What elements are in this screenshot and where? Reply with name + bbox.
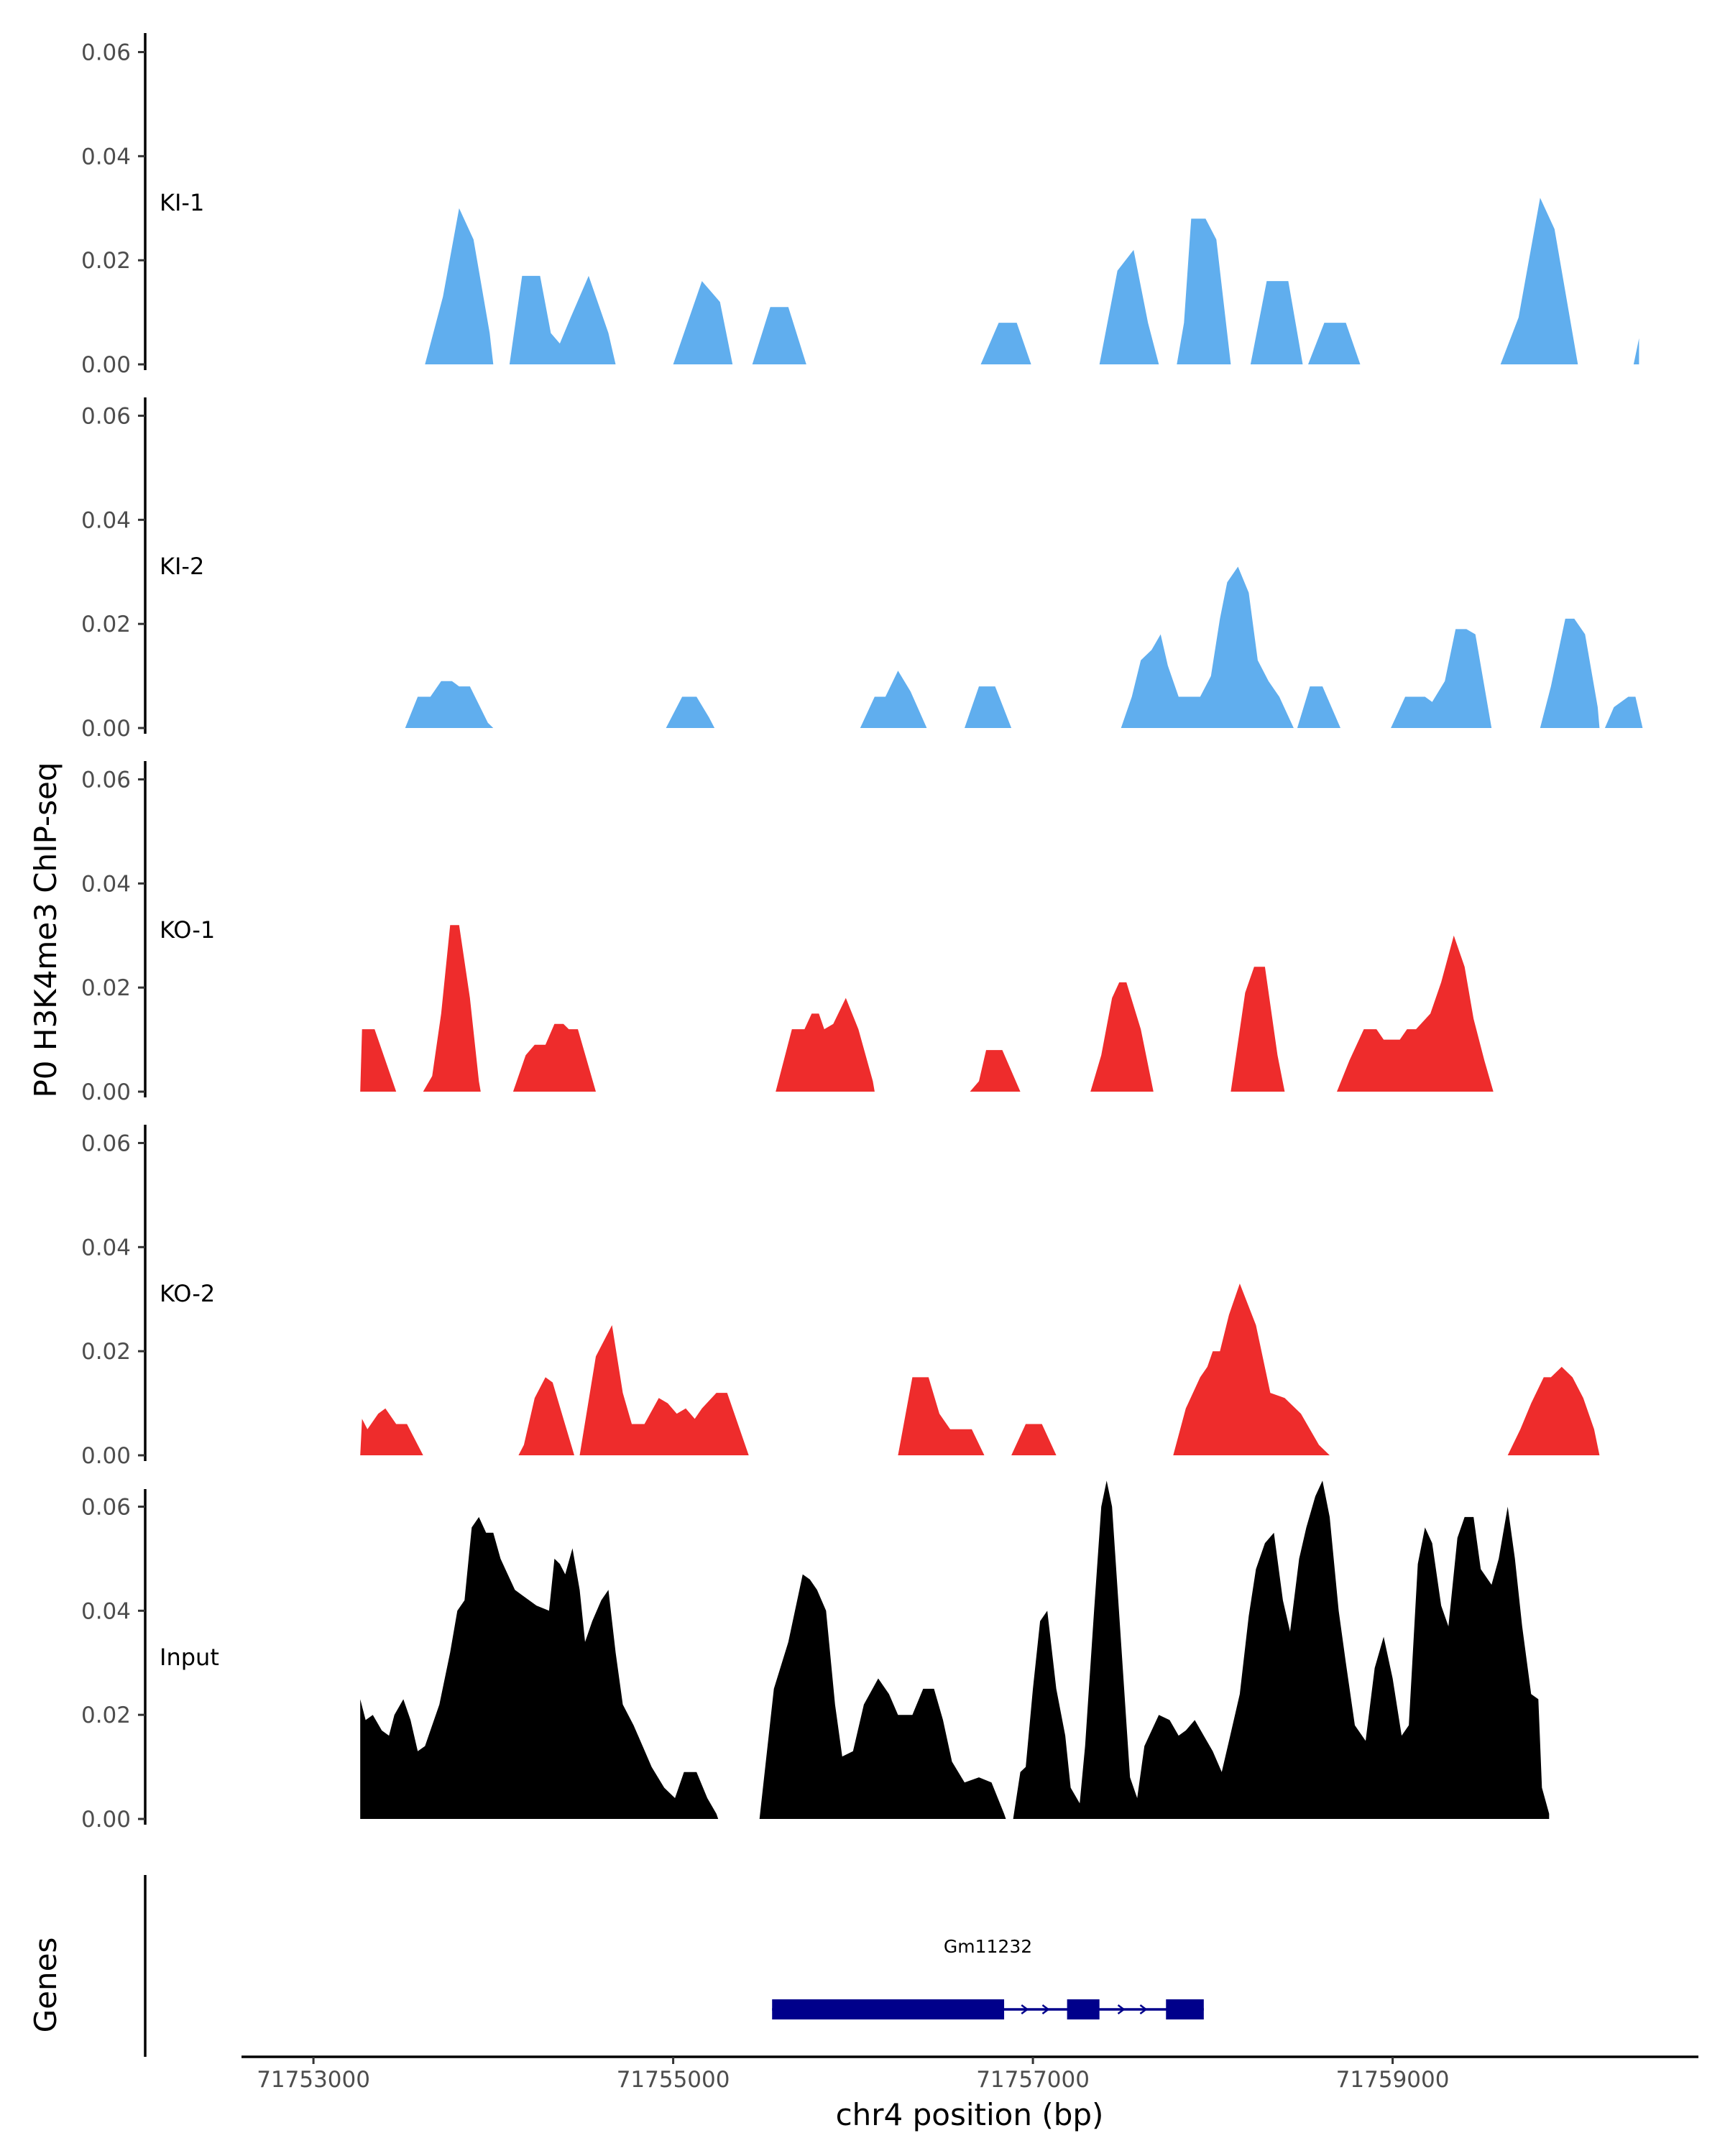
y-tick-label: 0.00 bbox=[81, 352, 131, 378]
track-label: KO-1 bbox=[160, 916, 215, 944]
signal-peak bbox=[518, 1377, 574, 1455]
y-tick-label: 0.02 bbox=[81, 975, 131, 1001]
signal-peak bbox=[1308, 323, 1361, 364]
y-tick-label: 0.02 bbox=[81, 1339, 131, 1365]
signal-peak bbox=[898, 1377, 985, 1455]
y-tick-label: 0.04 bbox=[81, 144, 131, 170]
track-label: KI-2 bbox=[160, 553, 204, 580]
y-tick-label: 0.04 bbox=[81, 871, 131, 897]
signal-peak bbox=[360, 1029, 397, 1092]
x-tick-label: 71753000 bbox=[257, 2067, 370, 2093]
y-tick-label: 0.02 bbox=[81, 612, 131, 637]
signal-peak bbox=[1391, 629, 1492, 728]
gene-track-title: Genes bbox=[28, 1938, 63, 2033]
y-tick-label: 0.00 bbox=[81, 1079, 131, 1105]
signal-peak bbox=[1604, 696, 1643, 728]
gene-exon bbox=[1067, 1999, 1100, 2019]
track-input: 0.00 0.02 0.04 0.06 Input bbox=[81, 1480, 1550, 1833]
track-ko-2: 0.00 0.02 0.04 0.06 KO-2 bbox=[81, 1125, 1600, 1469]
signal-peak bbox=[666, 696, 715, 728]
signal-peak bbox=[970, 1050, 1021, 1092]
strand-arrow bbox=[1117, 2004, 1126, 2014]
signal-peak bbox=[1337, 935, 1494, 1092]
track-ko-1: 0.00 0.02 0.04 0.06 KO-1 bbox=[81, 761, 1494, 1105]
signal-peak bbox=[752, 307, 806, 364]
y-tick-label: 0.06 bbox=[81, 767, 131, 793]
signal-peak bbox=[673, 281, 733, 364]
signal-peak bbox=[1250, 281, 1303, 364]
gene-exon bbox=[772, 1999, 1005, 2019]
x-axis-title: chr4 position (bp) bbox=[836, 2097, 1104, 2132]
signal-peak bbox=[776, 998, 875, 1092]
signal-peak bbox=[1177, 218, 1231, 364]
track-ki-2: 0.00 0.02 0.04 0.06 KI-2 bbox=[81, 397, 1643, 742]
signal-peak bbox=[1540, 618, 1600, 728]
signal-peak bbox=[512, 1023, 596, 1092]
signal-peak bbox=[1230, 967, 1285, 1092]
y-tick-label: 0.06 bbox=[81, 1494, 131, 1520]
signal-peak bbox=[759, 1574, 1006, 1819]
y-axis-title: P0 H3K4me3 ChIP-seq bbox=[28, 762, 63, 1097]
y-tick-label: 0.04 bbox=[81, 1598, 131, 1624]
signal-peak bbox=[1173, 1284, 1330, 1455]
signal-peak bbox=[860, 671, 927, 728]
track-ki-1: 0.00 0.02 0.04 0.06 KI-1 bbox=[81, 33, 1639, 378]
signal-peak bbox=[1090, 982, 1154, 1092]
signal-peak bbox=[360, 1408, 423, 1455]
y-tick-label: 0.04 bbox=[81, 507, 131, 533]
gene-track: Genes Gm11232 bbox=[28, 1875, 1204, 2057]
signal-tracks: 0.00 0.02 0.04 0.06 KI-1 0.00 0.02 0.04 0.06 KI-2… bbox=[81, 33, 1643, 1833]
x-tick-label: 71759000 bbox=[1336, 2067, 1450, 2093]
strand-arrow bbox=[1041, 2004, 1050, 2014]
signal-peak bbox=[423, 925, 481, 1092]
signal-peak bbox=[965, 686, 1012, 728]
signal-peak bbox=[1121, 566, 1294, 728]
y-tick-label: 0.00 bbox=[81, 716, 131, 742]
x-tick-label: 71757000 bbox=[976, 2067, 1090, 2093]
signal-peak bbox=[1633, 338, 1639, 364]
gene-exon bbox=[1166, 1999, 1204, 2019]
x-axis: chr4 position (bp) 71753000 71755000 71757… bbox=[242, 2055, 1698, 2132]
y-tick-label: 0.04 bbox=[81, 1235, 131, 1261]
signal-peak bbox=[1507, 1366, 1600, 1455]
strand-arrow bbox=[1021, 2004, 1029, 2014]
signal-peak bbox=[1500, 198, 1578, 364]
x-tick-label: 71755000 bbox=[617, 2067, 730, 2093]
signal-peak bbox=[509, 275, 616, 364]
signal-peak bbox=[980, 323, 1031, 364]
y-tick-label: 0.02 bbox=[81, 248, 131, 274]
track-label: KO-2 bbox=[160, 1280, 215, 1307]
signal-peak bbox=[1011, 1424, 1057, 1455]
signal-peak bbox=[579, 1325, 749, 1455]
signal-peak bbox=[405, 681, 494, 728]
y-tick-label: 0.06 bbox=[81, 403, 131, 429]
signal-peak bbox=[1099, 249, 1159, 364]
y-tick-label: 0.00 bbox=[81, 1443, 131, 1469]
track-label: KI-1 bbox=[160, 189, 204, 216]
track-label: Input bbox=[160, 1644, 219, 1671]
signal-peak bbox=[1297, 686, 1340, 728]
y-tick-label: 0.00 bbox=[81, 1807, 131, 1833]
y-tick-label: 0.06 bbox=[81, 1130, 131, 1156]
gene-name: Gm11232 bbox=[944, 1936, 1032, 1957]
signal-peak bbox=[425, 208, 494, 364]
y-tick-label: 0.06 bbox=[81, 40, 131, 65]
strand-arrow bbox=[1139, 2004, 1148, 2014]
signal-peak bbox=[1013, 1480, 1550, 1819]
signal-peak bbox=[360, 1516, 719, 1819]
y-tick-label: 0.02 bbox=[81, 1703, 131, 1728]
